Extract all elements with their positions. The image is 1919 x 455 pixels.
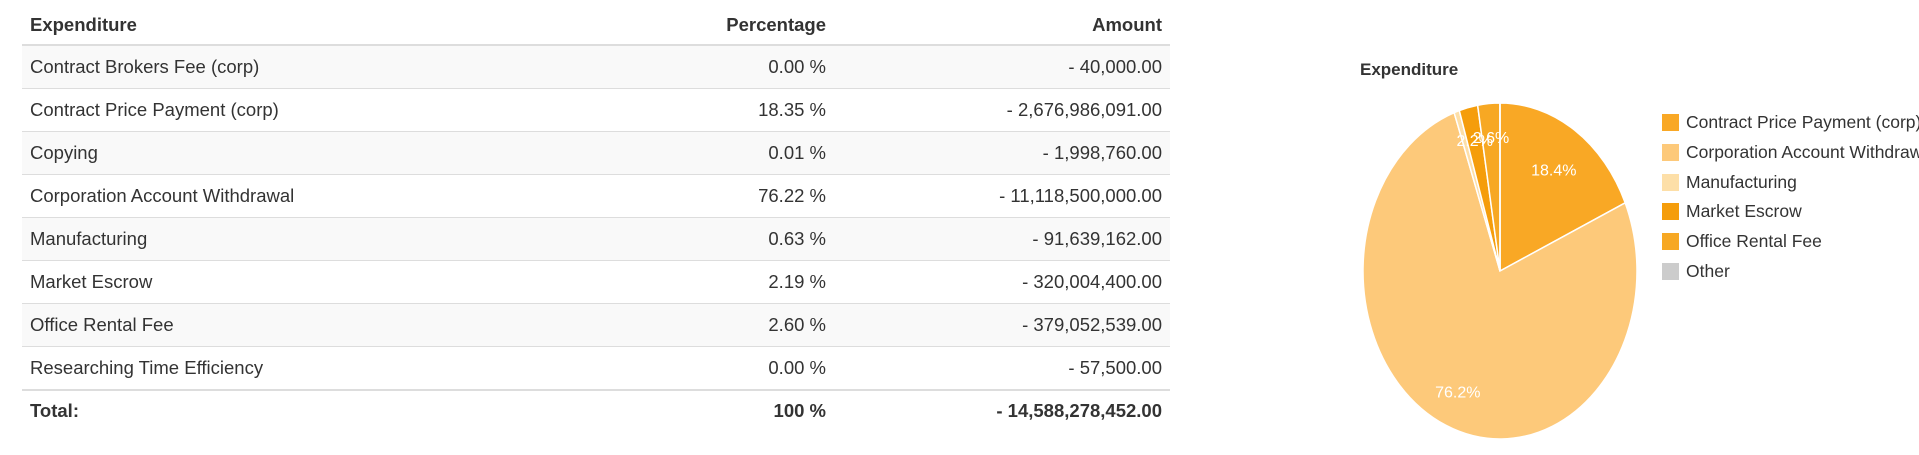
pie-slice-1[interactable] (1362, 111, 1638, 440)
cell-expenditure: Copying (22, 131, 596, 175)
pie-label-0: 18.4% (1531, 163, 1576, 180)
table-row: Contract Price Payment (corp) 18.35 % - … (22, 88, 1170, 132)
cell-amount: - 40,000.00 (834, 44, 1170, 89)
legend-swatch (1662, 262, 1679, 280)
cell-expenditure: Market Escrow (22, 260, 596, 304)
legend-label: Manufacturing (1686, 171, 1797, 192)
total-percentage: 100 % (596, 389, 834, 431)
cell-expenditure: Contract Brokers Fee (corp) (22, 44, 596, 89)
cell-percentage: 0.01 % (596, 131, 834, 175)
cell-amount: - 379,052,539.00 (834, 303, 1170, 347)
cell-percentage: 0.63 % (596, 217, 834, 261)
header-expenditure[interactable]: Expenditure (22, 6, 596, 46)
table-row: Researching Time Efficiency 0.00 % - 57,… (22, 346, 1170, 390)
table-row: Corporation Account Withdrawal 76.22 % -… (22, 174, 1170, 218)
cell-amount: - 1,998,760.00 (834, 131, 1170, 175)
table-total-row: Total: 100 % - 14,588,278,452.00 (22, 389, 1170, 431)
expenditure-table-container: Expenditure Percentage Amount Contract B… (22, 6, 1170, 431)
cell-percentage: 18.35 % (596, 88, 834, 132)
legend-item[interactable]: Corporation Account Withdrawal (1662, 138, 1919, 168)
cell-percentage: 2.60 % (596, 303, 834, 347)
legend-label: Corporation Account Withdrawal (1686, 142, 1919, 163)
cell-expenditure: Corporation Account Withdrawal (22, 174, 596, 218)
total-label: Total: (22, 389, 596, 431)
table-header-row: Expenditure Percentage Amount (22, 6, 1170, 46)
legend-swatch (1662, 203, 1679, 221)
header-amount[interactable]: Amount (834, 6, 1170, 46)
cell-amount: - 91,639,162.00 (834, 217, 1170, 261)
legend-swatch (1662, 233, 1679, 251)
legend-label: Market Escrow (1686, 201, 1802, 222)
pie-label-4: 2.6% (1473, 130, 1509, 147)
table-row: Market Escrow 2.19 % - 320,004,400.00 (22, 260, 1170, 304)
legend-label: Contract Price Payment (corp) (1686, 112, 1919, 133)
pie-chart: 18.4% 76.2% 2.2%2.6% (1362, 102, 1638, 440)
legend-item[interactable]: Contract Price Payment (corp) (1662, 108, 1919, 138)
legend-item[interactable]: Manufacturing (1662, 167, 1919, 197)
table-row: Contract Brokers Fee (corp) 0.00 % - 40,… (22, 44, 1170, 89)
total-amount: - 14,588,278,452.00 (834, 389, 1170, 431)
cell-amount: - 57,500.00 (834, 346, 1170, 390)
legend-swatch (1662, 173, 1679, 191)
legend-item[interactable]: Other (1662, 256, 1919, 286)
header-percentage[interactable]: Percentage (596, 6, 834, 46)
cell-amount: - 11,118,500,000.00 (834, 174, 1170, 218)
legend-item[interactable]: Market Escrow (1662, 197, 1919, 227)
legend-item[interactable]: Office Rental Fee (1662, 227, 1919, 257)
table-row: Manufacturing 0.63 % - 91,639,162.00 (22, 217, 1170, 261)
table-row: Office Rental Fee 2.60 % - 379,052,539.0… (22, 303, 1170, 347)
cell-percentage: 76.22 % (596, 174, 834, 218)
cell-percentage: 0.00 % (596, 44, 834, 89)
cell-expenditure: Manufacturing (22, 217, 596, 261)
cell-expenditure: Contract Price Payment (corp) (22, 88, 596, 132)
expenditure-table: Expenditure Percentage Amount Contract B… (22, 6, 1170, 431)
pie-label-3: 2.2% (1456, 133, 1492, 150)
legend-label: Other (1686, 260, 1730, 281)
cell-percentage: 2.19 % (596, 260, 834, 304)
cell-amount: - 320,004,400.00 (834, 260, 1170, 304)
expenditure-chart: Expenditure 18.4% 76.2% 2.2% 2.6% Contract … (1340, 50, 1919, 455)
cell-amount: - 2,676,986,091.00 (834, 88, 1170, 132)
legend-swatch (1662, 114, 1679, 132)
chart-legend: Contract Price Payment (corp) Corporation… (1662, 108, 1919, 286)
table-row: Copying 0.01 % - 1,998,760.00 (22, 131, 1170, 175)
legend-swatch (1662, 144, 1679, 162)
cell-percentage: 0.00 % (596, 346, 834, 390)
cell-expenditure: Researching Time Efficiency (22, 346, 596, 390)
chart-title: Expenditure (1360, 60, 1459, 79)
cell-expenditure: Office Rental Fee (22, 303, 596, 347)
legend-label: Office Rental Fee (1686, 231, 1822, 252)
pie-slice-0[interactable] (1499, 102, 1627, 273)
pie-label-1: 76.2% (1435, 384, 1480, 401)
